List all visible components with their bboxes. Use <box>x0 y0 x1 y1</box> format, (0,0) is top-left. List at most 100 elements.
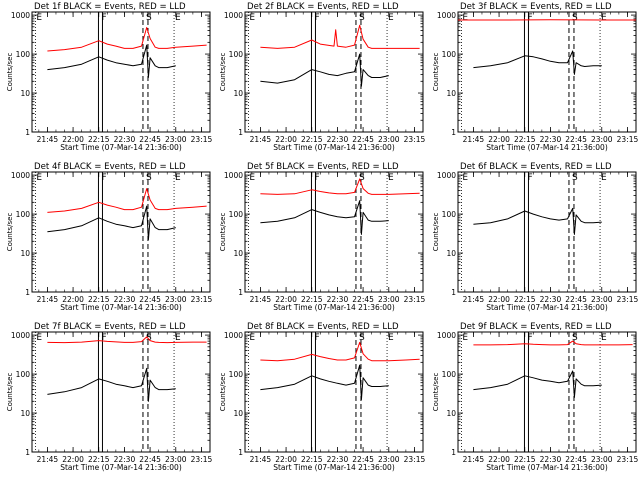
x-tick-label: 23:00 <box>165 135 187 144</box>
series-line-events <box>473 50 602 75</box>
y-tick-label: 1000 <box>11 331 30 340</box>
series-line-events <box>260 53 389 87</box>
y-tick-label: 100 <box>229 50 244 59</box>
x-tick-label: 22:15 <box>514 135 536 144</box>
series-line-events <box>260 364 389 401</box>
marker-label-E: E <box>249 333 255 343</box>
y-tick-label: 100 <box>442 50 457 59</box>
x-tick-label: 21:45 <box>37 455 59 464</box>
x-tick-label: 23:15 <box>191 135 213 144</box>
chart-panel-5: Det 5f BLACK = Events, RED = LLD 1 10 100 10… <box>219 162 425 312</box>
marker-label-S: S <box>146 13 152 23</box>
x-tick-label: 23:00 <box>591 295 613 304</box>
series-line-events <box>473 207 602 235</box>
plot-frame <box>244 11 424 133</box>
series-line-lld <box>473 340 633 346</box>
x-tick-label: 22:15 <box>88 455 110 464</box>
x-tick-label: 22:45 <box>352 295 374 304</box>
chart-title: Det 9f BLACK = Events, RED = LLD <box>460 322 612 332</box>
x-tick-label: 22:45 <box>139 295 161 304</box>
y-tick-label: 100 <box>229 370 244 379</box>
x-tick-label: 22:15 <box>88 295 110 304</box>
x-tick-label: 21:45 <box>37 295 59 304</box>
y-axis-label: Counts/sec <box>219 373 227 412</box>
plot-frame <box>244 171 424 293</box>
plot-frame <box>457 171 637 293</box>
chart-panel-1: Det 1f BLACK = Events, RED = LLD 1 10 100 10… <box>6 2 212 152</box>
y-tick-label: 100 <box>16 370 31 379</box>
y-axis-label: Counts/sec <box>6 373 14 412</box>
marker-label-F: F <box>101 13 106 23</box>
x-tick-label: 22:45 <box>565 455 587 464</box>
x-axis-label: Start Time (07-Mar-14 21:36:00) <box>273 463 395 472</box>
x-tick-label: 23:15 <box>617 455 639 464</box>
y-tick-label: 1 <box>451 128 456 137</box>
y-tick-label: 100 <box>442 210 457 219</box>
marker-label-S: S <box>359 333 365 343</box>
x-tick-label: 22:45 <box>139 135 161 144</box>
x-tick-label: 23:15 <box>404 135 426 144</box>
chart-title: Det 2f BLACK = Events, RED = LLD <box>247 2 399 12</box>
y-tick-label: 1 <box>451 448 456 457</box>
y-tick-label: 100 <box>442 370 457 379</box>
y-tick-label: 10 <box>446 409 456 418</box>
x-tick-label: 22:45 <box>139 455 161 464</box>
marker-label-E: E <box>388 333 394 343</box>
marker-label-E: E <box>36 13 42 23</box>
x-tick-label: 23:15 <box>191 295 213 304</box>
marker-label-F: F <box>314 173 319 183</box>
y-tick-label: 1000 <box>224 331 243 340</box>
series-line-lld <box>47 188 207 213</box>
x-tick-label: 22:30 <box>540 455 562 464</box>
x-axis-label: Start Time (07-Mar-14 21:36:00) <box>486 463 608 472</box>
y-axis-label: Counts/sec <box>6 53 14 92</box>
y-tick-label: 1 <box>451 288 456 297</box>
x-tick-label: 22:00 <box>62 455 84 464</box>
x-tick-label: 22:30 <box>114 135 136 144</box>
chart-panel-3: Det 3f BLACK = Events, RED = LLD 1 10 100 10… <box>432 2 638 152</box>
marker-label-F: F <box>314 13 319 23</box>
y-axis-label: Counts/sec <box>432 53 440 92</box>
series-line-lld <box>47 336 207 344</box>
marker-label-E: E <box>601 173 607 183</box>
x-tick-label: 22:30 <box>114 455 136 464</box>
plot-frame <box>457 11 637 133</box>
x-tick-label: 22:00 <box>62 135 84 144</box>
y-tick-label: 10 <box>20 409 30 418</box>
x-tick-label: 21:45 <box>463 455 485 464</box>
x-axis-label: Start Time (07-Mar-14 21:36:00) <box>486 303 608 312</box>
marker-label-S: S <box>359 13 365 23</box>
y-tick-label: 1000 <box>437 171 456 180</box>
plot-frame <box>31 331 211 453</box>
series-line-lld <box>260 178 420 195</box>
y-tick-label: 100 <box>16 50 31 59</box>
marker-label-F: F <box>527 333 532 343</box>
x-tick-label: 22:30 <box>540 295 562 304</box>
x-tick-label: 21:45 <box>250 135 272 144</box>
y-axis-label: Counts/sec <box>6 213 14 252</box>
x-axis-label: Start Time (07-Mar-14 21:36:00) <box>60 303 182 312</box>
y-tick-label: 10 <box>233 89 243 98</box>
y-tick-label: 1 <box>238 128 243 137</box>
y-tick-label: 1000 <box>11 11 30 20</box>
y-axis-label: Counts/sec <box>219 213 227 252</box>
chart-title: Det 1f BLACK = Events, RED = LLD <box>34 2 186 12</box>
x-tick-label: 23:00 <box>378 135 400 144</box>
y-tick-label: 1000 <box>224 11 243 20</box>
chart-title: Det 3f BLACK = Events, RED = LLD <box>460 2 612 12</box>
x-tick-label: 22:15 <box>88 135 110 144</box>
marker-label-E: E <box>601 333 607 343</box>
y-tick-label: 100 <box>16 210 31 219</box>
x-tick-label: 23:00 <box>165 455 187 464</box>
x-tick-label: 23:00 <box>591 135 613 144</box>
x-axis-label: Start Time (07-Mar-14 21:36:00) <box>60 463 182 472</box>
x-axis-label: Start Time (07-Mar-14 21:36:00) <box>273 303 395 312</box>
x-tick-label: 23:00 <box>378 295 400 304</box>
x-tick-label: 22:00 <box>488 135 510 144</box>
series-line-lld <box>47 27 207 52</box>
x-tick-label: 22:00 <box>275 455 297 464</box>
y-tick-label: 1 <box>25 128 30 137</box>
y-axis-label: Counts/sec <box>432 373 440 412</box>
x-tick-label: 22:15 <box>301 135 323 144</box>
